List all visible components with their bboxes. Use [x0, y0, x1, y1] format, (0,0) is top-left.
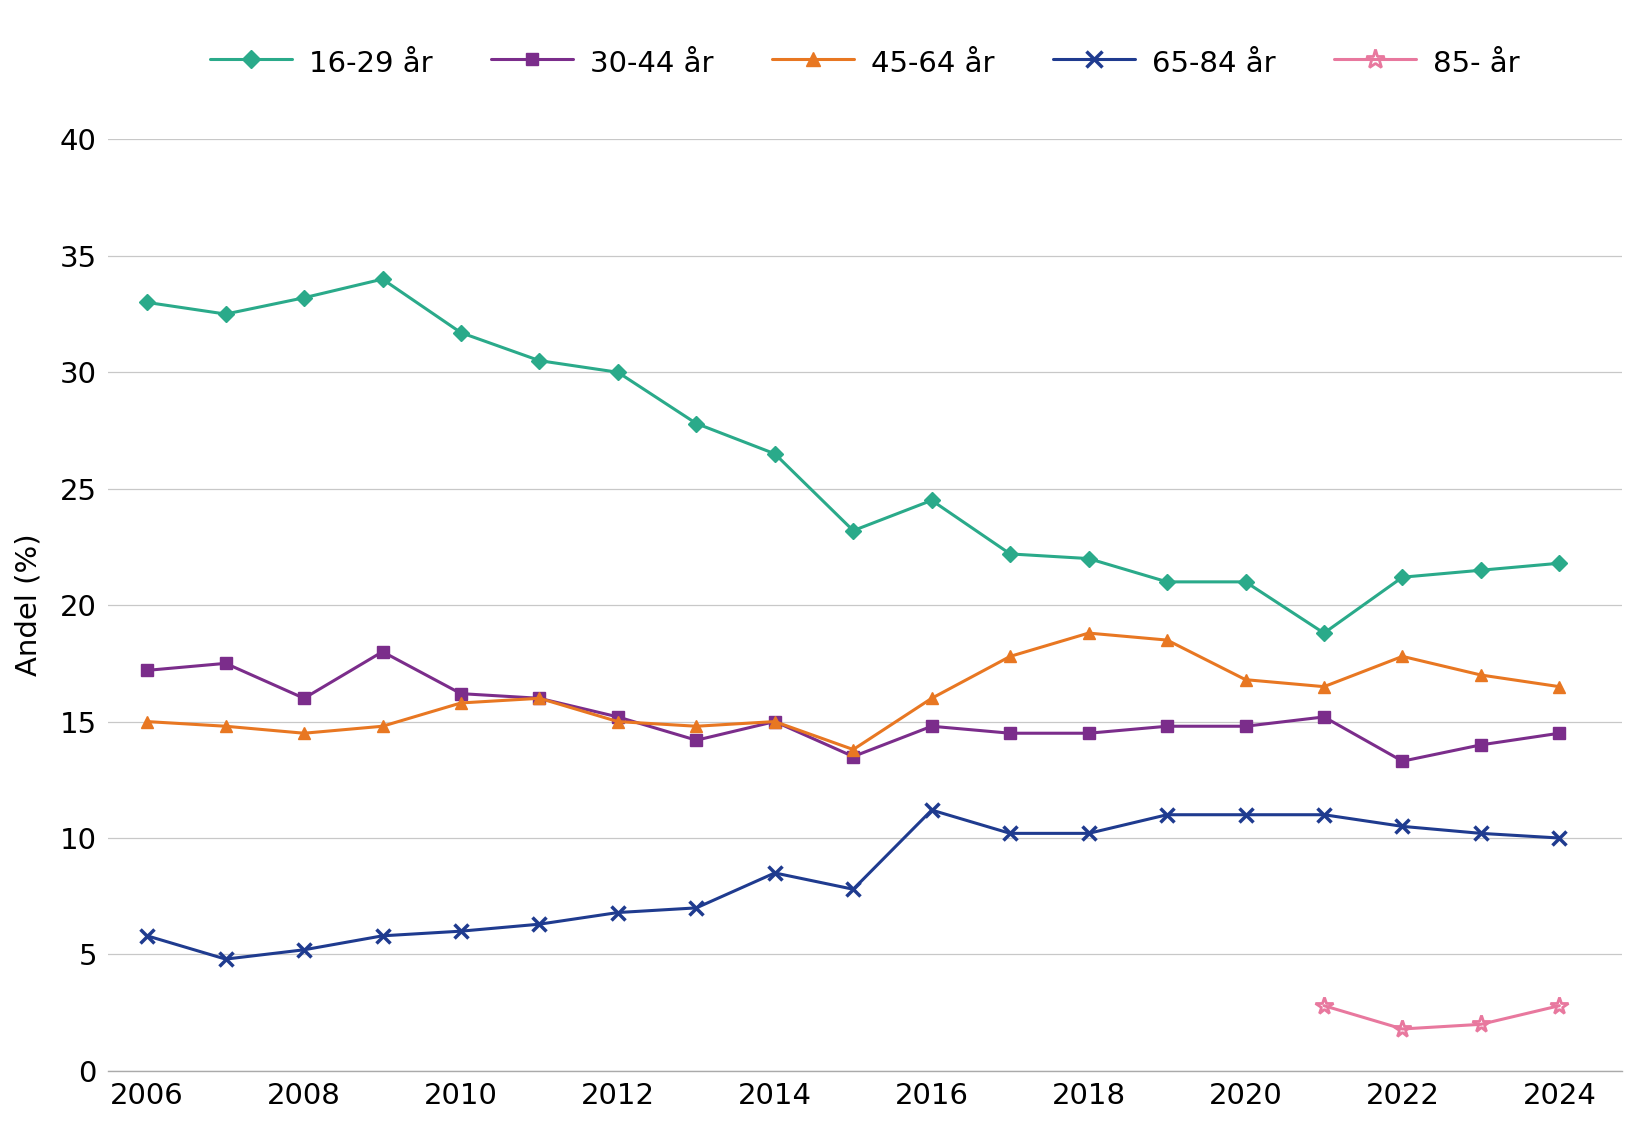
65-84 år	[373, 929, 393, 943]
45-64 år	[373, 720, 393, 734]
16-29 år	[999, 547, 1019, 560]
85- år	[1393, 1023, 1412, 1036]
Line: 85- år: 85- år	[1315, 997, 1568, 1038]
65-84 år	[608, 906, 628, 919]
Line: 30-44 år: 30-44 år	[142, 646, 1564, 767]
30-44 år	[1470, 738, 1490, 752]
Legend: 16-29 år, 30-44 år, 45-64 år, 65-84 år, 85- år: 16-29 år, 30-44 år, 45-64 år, 65-84 år, …	[210, 47, 1520, 78]
16-29 år	[1313, 627, 1333, 640]
65-84 år	[765, 866, 785, 880]
45-64 år	[843, 742, 862, 756]
30-44 år	[373, 645, 393, 658]
16-29 år	[765, 447, 785, 460]
Line: 65-84 år: 65-84 år	[140, 803, 1566, 966]
16-29 år	[1236, 575, 1256, 588]
30-44 år	[1079, 727, 1099, 740]
30-44 år	[999, 727, 1019, 740]
85- år	[1313, 999, 1333, 1012]
45-64 år	[687, 720, 707, 734]
30-44 år	[137, 664, 157, 677]
30-44 år	[294, 692, 314, 705]
65-84 år	[1236, 808, 1256, 821]
30-44 år	[608, 710, 628, 723]
45-64 år	[1079, 627, 1099, 640]
30-44 år	[1236, 720, 1256, 734]
45-64 år	[1393, 649, 1412, 663]
30-44 år	[530, 692, 550, 705]
65-84 år	[137, 929, 157, 943]
45-64 år	[1156, 633, 1176, 647]
16-29 år	[373, 272, 393, 286]
45-64 år	[922, 692, 942, 705]
30-44 år	[922, 720, 942, 734]
16-29 år	[137, 296, 157, 309]
16-29 år	[1550, 557, 1569, 570]
30-44 år	[687, 734, 707, 747]
65-84 år	[1156, 808, 1176, 821]
Line: 45-64 år: 45-64 år	[140, 627, 1566, 756]
30-44 år	[216, 657, 236, 670]
65-84 år	[922, 803, 942, 817]
65-84 år	[687, 901, 707, 915]
45-64 år	[608, 714, 628, 728]
45-64 år	[216, 720, 236, 734]
Y-axis label: Andel (%): Andel (%)	[15, 534, 43, 676]
45-64 år	[451, 696, 471, 710]
30-44 år	[765, 714, 785, 728]
16-29 år	[687, 416, 707, 430]
45-64 år	[999, 649, 1019, 663]
65-84 år	[843, 882, 862, 896]
65-84 år	[1313, 808, 1333, 821]
16-29 år	[451, 326, 471, 340]
30-44 år	[1313, 710, 1333, 723]
45-64 år	[1470, 668, 1490, 682]
65-84 år	[530, 917, 550, 930]
Line: 16-29 år: 16-29 år	[142, 273, 1564, 639]
45-64 år	[294, 727, 314, 740]
30-44 år	[1393, 755, 1412, 768]
30-44 år	[1156, 720, 1176, 734]
45-64 år	[1550, 680, 1569, 693]
16-29 år	[843, 524, 862, 538]
65-84 år	[999, 827, 1019, 840]
65-84 år	[1550, 831, 1569, 845]
16-29 år	[1156, 575, 1176, 588]
65-84 år	[1470, 827, 1490, 840]
85- år	[1470, 1018, 1490, 1032]
16-29 år	[1079, 552, 1099, 566]
65-84 år	[216, 953, 236, 966]
45-64 år	[1236, 673, 1256, 686]
16-29 år	[1470, 564, 1490, 577]
16-29 år	[1393, 570, 1412, 584]
45-64 år	[137, 714, 157, 728]
65-84 år	[1393, 820, 1412, 834]
30-44 år	[1550, 727, 1569, 740]
45-64 år	[765, 714, 785, 728]
16-29 år	[216, 307, 236, 321]
30-44 år	[451, 687, 471, 701]
45-64 år	[530, 692, 550, 705]
30-44 år	[843, 749, 862, 763]
65-84 år	[451, 925, 471, 938]
16-29 år	[294, 291, 314, 305]
16-29 år	[608, 366, 628, 379]
16-29 år	[922, 494, 942, 507]
85- år	[1550, 999, 1569, 1012]
65-84 år	[294, 943, 314, 956]
45-64 år	[1313, 680, 1333, 693]
16-29 år	[530, 354, 550, 368]
65-84 år	[1079, 827, 1099, 840]
